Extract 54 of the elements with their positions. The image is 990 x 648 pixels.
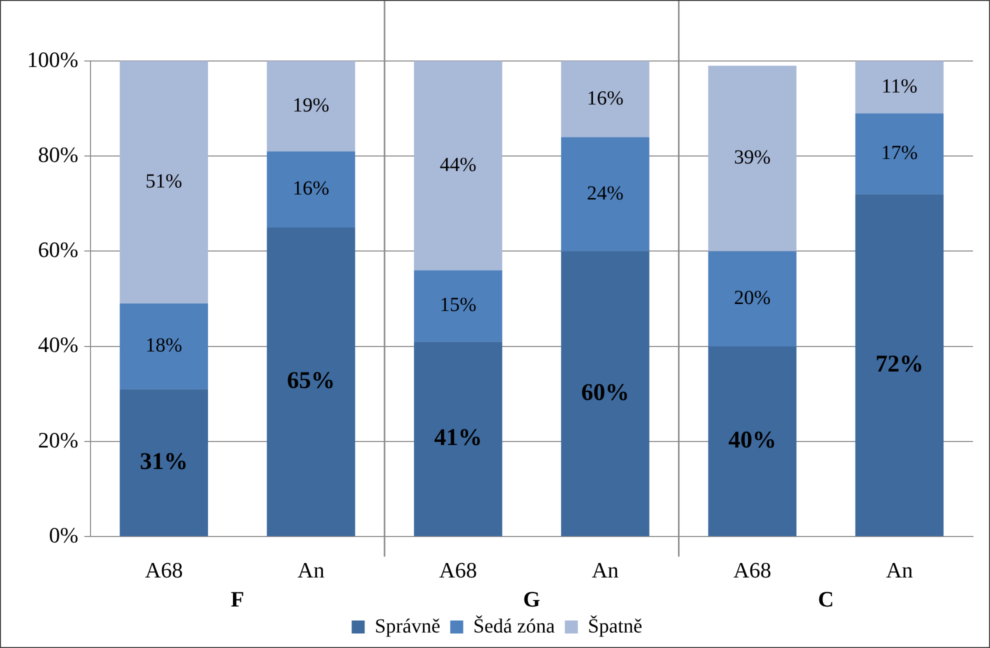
data-label: 31%: [140, 448, 188, 475]
data-label: 19%: [292, 94, 330, 116]
data-label: 39%: [734, 146, 771, 169]
data-label: 15%: [440, 294, 476, 316]
data-label: 40%: [728, 427, 776, 454]
bar: [414, 342, 502, 536]
y-tick-label: 80%: [38, 142, 78, 167]
data-label: 44%: [440, 154, 476, 176]
bar: [561, 137, 650, 252]
bar: [414, 270, 502, 342]
data-label: 20%: [734, 287, 771, 310]
y-tick-label: 0%: [49, 522, 78, 548]
bar: [120, 389, 208, 536]
y-tick-label: 60%: [38, 237, 78, 262]
text: C: [818, 586, 834, 612]
bar: [266, 151, 356, 228]
data-label: 18%: [146, 334, 182, 357]
x-tick-label: A68: [144, 558, 183, 583]
bar: [708, 346, 796, 536]
x-tick-label: A68: [733, 558, 772, 583]
bar: [266, 61, 356, 152]
x-tick-label: An: [298, 558, 324, 583]
data-label: 11%: [881, 75, 918, 98]
x-tick-label: An: [592, 558, 619, 583]
bar: [708, 251, 796, 346]
data-label: 51%: [146, 170, 182, 193]
bar: [266, 227, 356, 536]
data-label: 65%: [286, 368, 335, 394]
text: G: [523, 586, 540, 612]
bar: [855, 61, 944, 114]
bar: [561, 61, 650, 138]
y-tick-label: 100%: [27, 46, 78, 72]
bar: [561, 251, 650, 536]
data-label: 72%: [875, 351, 924, 378]
bar: [708, 66, 796, 252]
data-label: 41%: [434, 425, 482, 452]
bar: [855, 113, 944, 194]
data-label: 24%: [586, 182, 624, 204]
bar: [414, 61, 502, 270]
x-tick-label: An: [886, 558, 913, 583]
text: F: [230, 586, 244, 612]
bar: [855, 194, 944, 536]
data-label: 16%: [292, 178, 330, 200]
legend-label: Špatně: [588, 614, 642, 638]
bar: [120, 304, 208, 390]
data-label: 16%: [586, 87, 624, 110]
legend-label: Správně: [374, 615, 440, 638]
data-label: 60%: [581, 380, 630, 406]
x-tick-label: A68: [439, 558, 478, 583]
data-label: 17%: [881, 142, 918, 164]
bar: [120, 61, 208, 304]
legend-label: Šedá zóna: [473, 614, 555, 638]
y-tick-label: 20%: [38, 427, 78, 452]
y-tick-label: 40%: [38, 332, 78, 358]
